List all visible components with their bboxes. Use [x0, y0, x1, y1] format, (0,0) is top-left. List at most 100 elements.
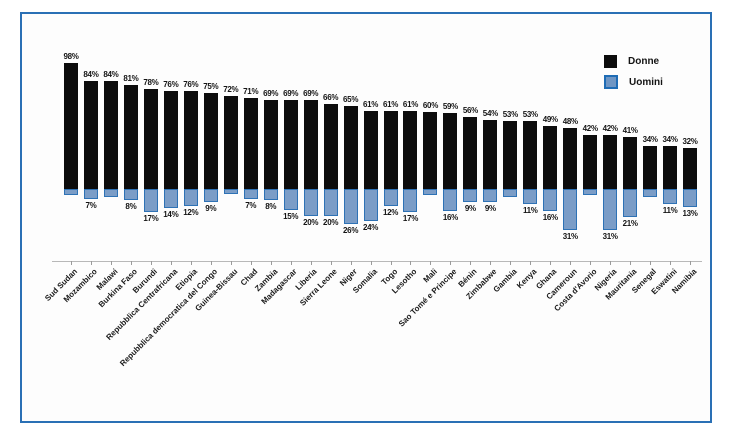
- value-label-donne: 53%: [502, 110, 518, 120]
- bar-uomini: [663, 189, 678, 205]
- axis-tick: [630, 261, 632, 265]
- value-label-uomini: 9%: [464, 203, 476, 213]
- bar-uomini: [303, 189, 318, 216]
- axis-tick: [130, 261, 132, 265]
- bar-uomini: [323, 189, 338, 216]
- value-label-uomini: 16%: [442, 212, 458, 222]
- axis-tick: [110, 261, 112, 265]
- legend-item-donne: Donne: [604, 55, 663, 68]
- axis-tick: [510, 261, 512, 265]
- bar-donne: [123, 84, 138, 190]
- bar-donne: [203, 92, 218, 190]
- value-label-donne: 54%: [482, 108, 498, 118]
- axis-tick: [530, 261, 532, 265]
- value-label-uomini: 12%: [183, 207, 199, 217]
- axis-tick: [410, 261, 412, 265]
- value-label-donne: 65%: [343, 94, 359, 104]
- value-label-uomini: 8%: [125, 202, 137, 212]
- bar-uomini: [683, 189, 698, 207]
- value-label-donne: 84%: [103, 69, 119, 79]
- value-label-uomini: 7%: [245, 201, 257, 211]
- bar-uomini: [123, 189, 138, 201]
- axis-tick: [690, 261, 692, 265]
- value-label-donne: 42%: [582, 124, 598, 134]
- bar-donne: [403, 110, 418, 190]
- bar-uomini: [103, 189, 118, 197]
- bar-donne: [343, 105, 358, 190]
- bar-uomini: [403, 189, 418, 213]
- bar-donne: [443, 113, 458, 190]
- bar-donne: [623, 136, 638, 190]
- bar-uomini: [183, 189, 198, 206]
- value-label-donne: 66%: [323, 93, 339, 103]
- axis-tick: [150, 261, 152, 265]
- bar-uomini: [443, 189, 458, 211]
- bar-uomini: [523, 189, 538, 205]
- bar-donne: [543, 126, 558, 190]
- axis-tick: [590, 261, 592, 265]
- value-label-uomini: 8%: [265, 202, 277, 212]
- axis-tick: [71, 261, 72, 265]
- axis-tick: [650, 261, 652, 265]
- bar-uomini: [243, 189, 258, 200]
- bar-donne: [563, 127, 578, 190]
- bar-uomini: [563, 189, 578, 231]
- value-label-donne: 69%: [263, 89, 279, 99]
- value-label-uomini: 17%: [402, 214, 419, 224]
- axis-tick: [550, 261, 552, 265]
- bar-donne: [263, 100, 278, 190]
- value-label-uomini: 31%: [562, 232, 578, 242]
- axis-tick: [610, 261, 612, 265]
- value-label-donne: 69%: [303, 89, 319, 99]
- value-label-donne: 34%: [642, 134, 658, 144]
- bar-donne: [183, 91, 198, 190]
- value-label-uomini: 20%: [323, 218, 339, 227]
- axis-tick: [450, 261, 452, 265]
- bar-donne: [363, 110, 378, 190]
- value-label-donne: 34%: [662, 134, 678, 144]
- bar-uomini: [603, 189, 618, 231]
- bar-donne: [603, 135, 618, 190]
- bar-donne: [143, 88, 158, 190]
- axis-tick: [390, 261, 392, 265]
- bar-donne: [463, 117, 478, 190]
- x-axis-line: [52, 261, 702, 262]
- bar-uomini: [463, 189, 478, 202]
- value-label-uomini: 9%: [484, 203, 496, 213]
- bar-uomini: [583, 189, 598, 196]
- value-label-donne: 48%: [562, 116, 578, 126]
- axis-tick: [430, 261, 432, 265]
- bar-donne: [643, 145, 658, 190]
- value-label-donne: 59%: [442, 102, 458, 112]
- value-label-uomini: 11%: [522, 206, 538, 216]
- bar-donne: [503, 121, 518, 190]
- value-label-uomini: 7%: [85, 201, 97, 211]
- axis-tick: [490, 261, 492, 265]
- axis-tick: [90, 261, 92, 265]
- bar-donne: [383, 110, 398, 190]
- bar-donne: [83, 80, 98, 190]
- value-label-donne: 72%: [223, 85, 239, 95]
- bar-donne: [663, 145, 678, 190]
- legend-swatch-uomini-icon: [604, 75, 618, 89]
- bar-uomini: [503, 189, 518, 197]
- value-label-uomini: 21%: [622, 219, 638, 229]
- value-label-donne: 56%: [462, 106, 478, 116]
- value-label-donne: 53%: [522, 110, 538, 120]
- value-label-uomini: 15%: [283, 211, 299, 221]
- axis-tick: [470, 261, 472, 265]
- bar-uomini: [423, 189, 438, 196]
- axis-tick: [170, 261, 172, 265]
- value-label-donne: 69%: [283, 89, 299, 99]
- value-label-uomini: 14%: [163, 210, 179, 220]
- axis-tick: [310, 261, 312, 265]
- bar-donne: [423, 112, 438, 190]
- value-label-uomini: 24%: [362, 223, 379, 233]
- bar-donne: [103, 80, 118, 190]
- axis-tick: [250, 261, 252, 265]
- value-label-donne: 42%: [602, 124, 618, 134]
- value-label-uomini: 20%: [303, 218, 319, 227]
- value-label-uomini: 17%: [143, 214, 159, 224]
- legend-label-donne: Donne: [628, 56, 660, 67]
- bar-donne: [323, 104, 338, 190]
